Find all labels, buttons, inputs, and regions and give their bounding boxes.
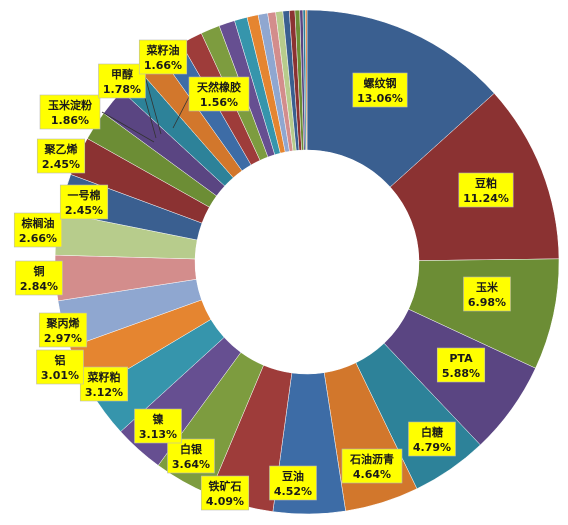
label-一号棉: 一号棉 2.45% <box>59 184 109 220</box>
slice-label-name: 棕榈油 <box>21 216 55 230</box>
slices-group <box>54 9 560 515</box>
slice-label-value: 4.52% <box>274 485 312 498</box>
slice-label-name: 甲醇 <box>111 67 133 81</box>
slice-label-value: 1.78% <box>103 83 141 96</box>
slice-label-value: 4.09% <box>206 495 244 508</box>
label-豆粕: 豆粕 11.24% <box>458 172 514 208</box>
slice-minor-14 <box>305 9 308 151</box>
label-棕榈油: 棕榈油 2.66% <box>13 212 63 248</box>
label-菜籽粕: 菜籽粕 3.12% <box>79 366 129 402</box>
label-box <box>458 172 514 208</box>
label-甲醇: 甲醇 1.78% <box>98 63 146 99</box>
slice-label-value: 4.79% <box>413 441 451 454</box>
leader-line-玉米淀粉 <box>101 111 155 143</box>
label-box <box>408 421 456 457</box>
label-白糖: 白糖 4.79% <box>408 421 456 457</box>
label-聚乙烯: 聚乙烯 2.45% <box>36 138 86 174</box>
slice-label-name: 聚乙烯 <box>44 142 78 156</box>
leader-line-天然橡胶 <box>172 94 191 129</box>
label-石油沥青: 石油沥青 4.64% <box>341 448 403 484</box>
slice-label-value: 11.24% <box>463 192 509 205</box>
label-玉米淀粉: 玉米淀粉 1.86% <box>39 94 101 130</box>
label-box <box>167 438 215 474</box>
slice-label-value: 1.66% <box>144 59 182 72</box>
label-天然橡胶: 天然橡胶 1.56% <box>188 76 250 112</box>
label-box <box>463 276 511 312</box>
label-box <box>59 184 109 220</box>
label-box <box>352 72 408 108</box>
slice-label-name: 白糖 <box>421 425 443 439</box>
label-box <box>39 94 101 130</box>
label-box <box>341 448 403 484</box>
labels-group: 螺纹钢 13.06% 豆粕 11.24% 玉米 6.98% PTA 5.88% 白糖 4.79% 石… <box>13 39 514 511</box>
slice-label-name: 天然橡胶 <box>197 80 241 94</box>
label-box <box>134 408 182 444</box>
label-box <box>15 260 63 296</box>
slice-label-name: 菜籽油 <box>146 43 180 57</box>
label-玉米: 玉米 6.98% <box>463 276 511 312</box>
slice-label-name: 玉米 <box>476 280 499 294</box>
slice-label-name: 铜 <box>33 264 45 278</box>
label-box <box>269 465 317 501</box>
slice-label-value: 2.45% <box>42 158 80 171</box>
slice-label-name: 聚丙烯 <box>46 316 80 330</box>
slice-label-name: PTA <box>449 352 473 365</box>
label-box <box>188 76 250 112</box>
label-螺纹钢: 螺纹钢 13.06% <box>352 72 408 108</box>
slice-label-name: 白银 <box>180 442 203 456</box>
slice-label-name: 石油沥青 <box>349 452 394 466</box>
slice-label-name: 一号棉 <box>68 188 101 202</box>
label-PTA: PTA 5.88% <box>436 347 486 383</box>
slice-label-value: 3.13% <box>139 428 177 441</box>
label-box <box>200 475 250 511</box>
label-box <box>138 39 188 75</box>
label-box <box>38 312 88 348</box>
label-白银: 白银 3.64% <box>167 438 215 474</box>
label-铜: 铜 2.84% <box>15 260 63 296</box>
slice-label-name: 豆粕 <box>475 176 497 190</box>
slice-label-value: 3.12% <box>85 386 123 399</box>
slice-label-value: 5.88% <box>442 367 480 380</box>
label-box <box>36 138 86 174</box>
slice-label-value: 3.64% <box>172 458 210 471</box>
slice-label-value: 2.45% <box>65 204 103 217</box>
slice-label-value: 4.64% <box>353 468 391 481</box>
slice-label-name: 玉米淀粉 <box>48 98 92 112</box>
label-聚丙烯: 聚丙烯 2.97% <box>38 312 88 348</box>
slice-label-value: 2.66% <box>19 232 57 245</box>
slice-label-name: 镍 <box>153 412 164 426</box>
slice-label-value: 3.01% <box>41 369 79 382</box>
slice-label-value: 13.06% <box>357 92 403 105</box>
label-铁矿石: 铁矿石 4.09% <box>200 475 250 511</box>
label-菜籽油: 菜籽油 1.66% <box>138 39 188 75</box>
label-box <box>13 212 63 248</box>
label-镍: 镍 3.13% <box>134 408 182 444</box>
label-box <box>36 349 84 385</box>
slice-label-name: 螺纹钢 <box>364 76 397 90</box>
slice-label-value: 2.84% <box>20 280 58 293</box>
slice-label-value: 6.98% <box>468 296 506 309</box>
label-box <box>98 63 146 99</box>
label-box <box>436 347 486 383</box>
slice-label-value: 2.97% <box>44 332 82 345</box>
slice-label-name: 铁矿石 <box>209 479 242 493</box>
slice-label-value: 1.86% <box>51 114 89 127</box>
label-铝: 铝 3.01% <box>36 349 84 385</box>
slice-label-name: 豆油 <box>282 469 304 483</box>
label-豆油: 豆油 4.52% <box>269 465 317 501</box>
slice-label-value: 1.56% <box>200 96 238 109</box>
slice-label-name: 铝 <box>55 353 66 367</box>
slice-label-name: 菜籽粕 <box>87 370 121 384</box>
